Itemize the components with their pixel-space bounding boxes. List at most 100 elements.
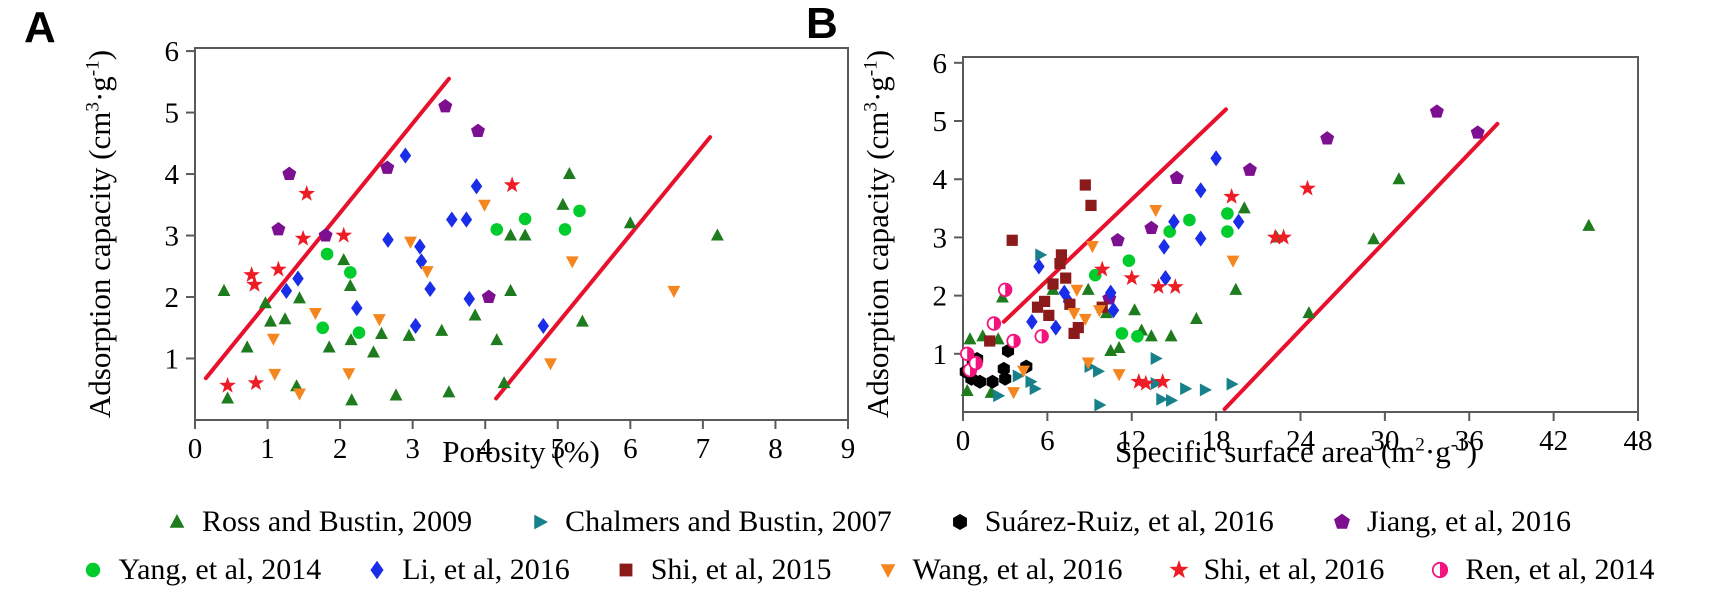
yang-marker-icon [320,247,334,261]
yang-marker-icon [344,266,357,279]
li-marker-icon [1104,284,1117,301]
y-tick-label: 6 [933,48,948,80]
yang-marker-icon [86,562,101,578]
x-tick-label: 3 [405,433,420,465]
legend-item: Ross and Bustin, 2009 [165,505,472,539]
ross-marker-icon [960,384,974,397]
wang-marker-icon [1070,284,1084,297]
legend-item: Li, et al, 2016 [365,553,570,587]
jiang-marker-icon [271,222,286,236]
panel-b-label: B [806,0,838,48]
legend-item: Ren, et al, 2014 [1428,553,1655,587]
wang-marker-icon [1085,241,1099,254]
ross-marker-icon [435,323,449,336]
shi2015-marker-icon [1064,298,1076,310]
chalmers-marker-icon [1156,392,1169,406]
x-tick-label: 0 [188,433,203,465]
series-chalmers [993,248,1239,412]
y-tick-label: 1 [933,339,948,371]
ross-marker-icon [468,308,482,321]
li-marker-icon [280,282,293,299]
legend-item: Shi, et al, 2015 [614,553,832,587]
shi2015-marker-icon [619,563,633,577]
jiang-marker-icon [481,289,496,303]
y-tick-label: 3 [165,221,180,253]
x-tick-label: 42 [1539,425,1568,457]
chalmers-marker-icon [993,389,1006,403]
chalmers-marker-icon [534,514,549,530]
li-marker-icon [1232,213,1245,230]
jiang-marker-icon [1333,513,1350,529]
ross-marker-icon [1189,311,1203,324]
wang-marker-icon [308,307,322,320]
shi2016-marker-icon [1223,187,1240,204]
ross-marker-icon [497,376,511,389]
legend-item: Suárez-Ruiz, et al, 2016 [948,505,1274,539]
li-marker-icon [1168,213,1180,230]
y-axis-title-b: Adsorption capacity (cm3·g-1) [860,49,895,419]
ren-marker-icon [1034,329,1049,344]
ross-marker-icon [556,197,570,210]
ross-marker-icon [575,314,589,327]
li-marker-icon [382,231,394,248]
ross-marker-icon [389,388,403,401]
ren-marker-icon [959,346,975,361]
plot-border-a [194,47,849,421]
square-legend-icon [619,563,633,577]
legend-item: Wang, et al, 2016 [876,553,1123,587]
shi2016-marker-icon [1154,372,1172,389]
suarez-marker-icon [952,514,967,530]
shi2015-marker-icon [984,335,996,347]
ross-marker-icon [1392,172,1406,185]
circle-half-legend-icon [1432,561,1449,579]
trend-line [203,76,451,381]
jiang-marker-icon [1320,131,1335,145]
yang-marker-icon [1221,225,1234,238]
ross-marker-icon [1081,282,1095,295]
ross-marker-icon [1367,232,1381,245]
x-tick-label: 0 [956,425,971,457]
chalmers-marker-icon [1166,393,1179,407]
ren-marker-icon [1006,333,1021,349]
ross-marker-icon [217,283,231,296]
shi2016-marker-icon [1169,560,1189,579]
x-tick-label: 9 [841,433,856,465]
jiang-marker-icon [438,99,453,113]
x-axis-title-a: Porosity (%) [442,434,600,469]
li-marker-icon [1159,270,1172,287]
wang-marker-icon [880,564,895,578]
wang-marker-icon [1017,365,1030,378]
pentagon-legend-icon [1333,513,1350,529]
legend-label: Jiang, et al, 2016 [1366,505,1571,538]
yang-marker-icon [490,223,504,236]
wang-marker-icon [342,368,356,381]
wang-marker-icon [1112,369,1126,382]
shi2016-marker-icon [1275,228,1292,245]
li-marker-icon [463,290,476,307]
y-tick-label: 5 [933,106,948,138]
yang-marker-icon [518,212,532,226]
suarez-marker-icon [999,371,1012,386]
ross-marker-icon [1112,341,1126,354]
jiang-marker-icon [1429,104,1444,118]
yang-marker-icon [1131,330,1144,343]
ross-marker-icon [442,385,456,398]
li-marker-icon [1058,284,1071,301]
x-tick-label: 1 [260,433,275,465]
ross-marker-icon [343,279,357,292]
shi2016-marker-icon [1093,260,1111,277]
chalmers-marker-icon [1035,248,1048,262]
wang-marker-icon [1226,255,1240,268]
x-tick-label: 4 [478,433,493,465]
scatter-plot-a: 0 1 2 3 4 5 6 7 8 9 1 2 3 4 5 6 [165,36,856,465]
ren-marker-icon [986,316,1002,331]
legend-label: Shi, et al, 2015 [650,553,832,586]
shi2015-marker-icon [1055,249,1067,261]
shi2016-marker-icon [1266,228,1284,245]
jiang-marker-icon [282,166,297,180]
series-wang [266,199,681,401]
wang-marker-icon [1007,387,1021,400]
li-marker-icon [351,300,363,317]
x-tick-label: 6 [1040,425,1055,457]
